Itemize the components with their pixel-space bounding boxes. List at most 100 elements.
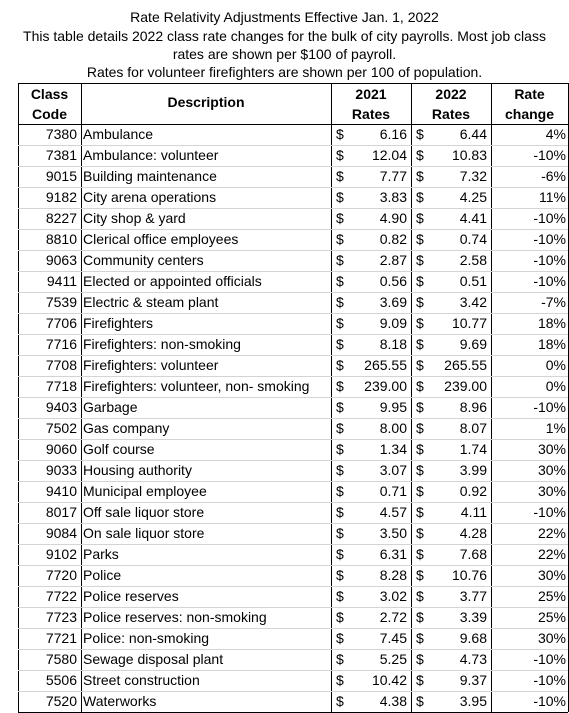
rate: 265.55 bbox=[444, 357, 487, 373]
rate: 6.31 bbox=[379, 546, 407, 562]
currency: $ bbox=[336, 420, 344, 436]
rate: 0.51 bbox=[459, 273, 487, 289]
rate: 0.71 bbox=[379, 483, 407, 499]
rate-change: 30% bbox=[537, 630, 566, 646]
class-code: 9084 bbox=[45, 525, 77, 541]
rate: 1.34 bbox=[379, 441, 407, 457]
rate: 8.96 bbox=[459, 399, 487, 415]
row-border bbox=[18, 355, 568, 356]
currency: $ bbox=[336, 693, 344, 709]
currency: $ bbox=[336, 609, 344, 625]
header-border bbox=[18, 124, 568, 125]
class-code: 7381 bbox=[45, 147, 77, 163]
class-code: 9403 bbox=[45, 399, 77, 415]
row-border bbox=[18, 208, 568, 209]
rate: 8.18 bbox=[379, 336, 407, 352]
row-border bbox=[18, 166, 568, 167]
row-border bbox=[18, 334, 568, 335]
currency: $ bbox=[416, 189, 424, 205]
column-header: Class bbox=[30, 86, 69, 102]
rate: 7.32 bbox=[459, 168, 487, 184]
description: Sewage disposal plant bbox=[83, 651, 224, 667]
row-border bbox=[18, 544, 568, 545]
rate: 3.69 bbox=[379, 294, 407, 310]
rate: 2.87 bbox=[379, 252, 407, 268]
description: Elected or appointed officials bbox=[83, 273, 262, 289]
rate: 7.68 bbox=[459, 546, 487, 562]
rate: 2.72 bbox=[379, 609, 407, 625]
description: Ambulance: volunteer bbox=[83, 147, 219, 163]
description: Police bbox=[83, 567, 122, 583]
rate: 12.04 bbox=[371, 147, 407, 163]
class-code: 8810 bbox=[45, 231, 77, 247]
class-code: 7721 bbox=[45, 630, 77, 646]
rate-change: -6% bbox=[541, 168, 566, 184]
currency: $ bbox=[416, 630, 424, 646]
class-code: 7380 bbox=[45, 126, 77, 142]
table-border bbox=[18, 83, 568, 84]
row-border bbox=[18, 481, 568, 482]
class-code: 9063 bbox=[45, 252, 77, 268]
currency: $ bbox=[336, 630, 344, 646]
currency: $ bbox=[336, 294, 344, 310]
rate-change: 11% bbox=[539, 189, 566, 205]
currency: $ bbox=[336, 588, 344, 604]
rate: 3.39 bbox=[459, 609, 487, 625]
rate: 3.50 bbox=[379, 525, 407, 541]
row-border bbox=[18, 523, 568, 524]
column-header: Rates bbox=[431, 106, 471, 122]
currency: $ bbox=[416, 588, 424, 604]
class-code: 7706 bbox=[45, 315, 77, 331]
row-border bbox=[18, 145, 568, 146]
title-line: Rates for volunteer firefighters are sho… bbox=[86, 64, 483, 80]
rate: 3.83 bbox=[379, 189, 407, 205]
row-border bbox=[18, 376, 568, 377]
rate: 8.28 bbox=[379, 567, 407, 583]
currency: $ bbox=[416, 609, 424, 625]
rate: 10.83 bbox=[451, 147, 487, 163]
row-border bbox=[18, 565, 568, 566]
rate: 4.28 bbox=[459, 525, 487, 541]
currency: $ bbox=[416, 483, 424, 499]
currency: $ bbox=[416, 420, 424, 436]
description: Electric & steam plant bbox=[83, 294, 219, 310]
description: On sale liquor store bbox=[83, 525, 205, 541]
currency: $ bbox=[416, 273, 424, 289]
description: Waterworks bbox=[83, 693, 157, 709]
currency: $ bbox=[416, 651, 424, 667]
description: Firefighters: volunteer bbox=[83, 357, 219, 373]
currency: $ bbox=[336, 462, 344, 478]
row-border bbox=[18, 250, 568, 251]
currency: $ bbox=[336, 441, 344, 457]
rate: 4.38 bbox=[379, 693, 407, 709]
rate-change: -10% bbox=[533, 210, 566, 226]
rate: 7.45 bbox=[379, 630, 407, 646]
rate: 3.99 bbox=[459, 462, 487, 478]
currency: $ bbox=[336, 357, 344, 373]
class-code: 9182 bbox=[45, 189, 77, 205]
currency: $ bbox=[336, 252, 344, 268]
class-code: 9410 bbox=[45, 483, 77, 499]
title-line: rates are shown per $100 of payroll. bbox=[172, 46, 397, 62]
currency: $ bbox=[416, 315, 424, 331]
currency: $ bbox=[416, 462, 424, 478]
column-header: Rates bbox=[351, 106, 391, 122]
rate: 7.77 bbox=[379, 168, 407, 184]
description: City shop & yard bbox=[83, 210, 186, 226]
description: Firefighters bbox=[83, 315, 154, 331]
row-border bbox=[18, 271, 568, 272]
column-header: 2022 bbox=[435, 86, 467, 102]
row-border bbox=[18, 187, 568, 188]
rate: 3.07 bbox=[379, 462, 407, 478]
title-line: Rate Relativity Adjustments Effective Ja… bbox=[130, 9, 439, 25]
currency: $ bbox=[336, 399, 344, 415]
class-code: 7502 bbox=[45, 420, 77, 436]
rate: 1.74 bbox=[459, 441, 487, 457]
rate: 9.95 bbox=[379, 399, 407, 415]
rate: 0.56 bbox=[379, 273, 407, 289]
rate-change: 0% bbox=[545, 357, 566, 373]
rate-change: -10% bbox=[533, 399, 566, 415]
rate: 0.82 bbox=[379, 231, 407, 247]
class-code: 7722 bbox=[45, 588, 77, 604]
currency: $ bbox=[336, 525, 344, 541]
